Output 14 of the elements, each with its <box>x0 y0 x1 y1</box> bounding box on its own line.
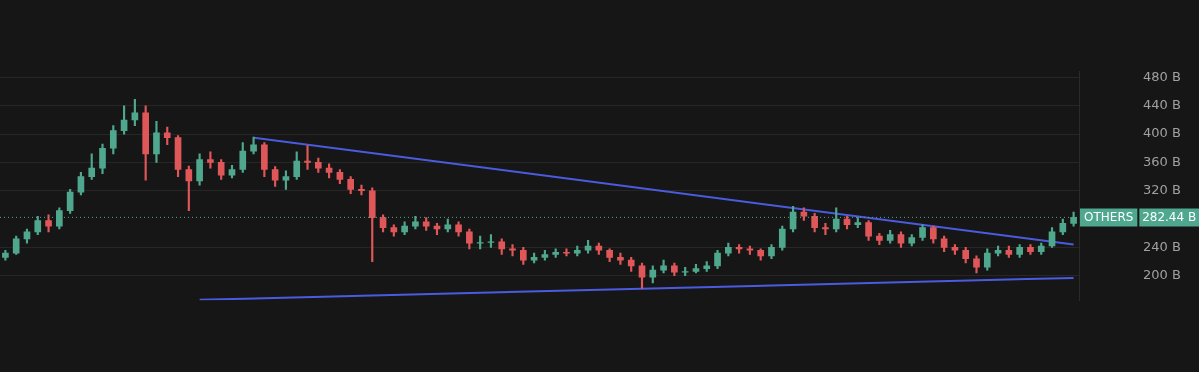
candlestick <box>822 223 829 236</box>
y-tick-label: 440 B <box>1143 97 1181 113</box>
y-tick-label: 400 B <box>1143 125 1181 141</box>
y-tick-label: 240 B <box>1143 238 1181 254</box>
y-tick-label: 360 B <box>1143 153 1181 169</box>
candlestick <box>617 252 624 265</box>
candlestick <box>509 244 516 257</box>
candlestick <box>304 145 311 170</box>
y-tick-label: 480 B <box>1143 68 1181 84</box>
y-tick-label: 320 B <box>1143 182 1181 198</box>
candlestick <box>358 184 365 196</box>
y-tick-label: 200 B <box>1143 267 1181 283</box>
ref-line-label: OTHERS <box>1084 209 1134 224</box>
text: 282.44 B <box>1142 209 1197 224</box>
